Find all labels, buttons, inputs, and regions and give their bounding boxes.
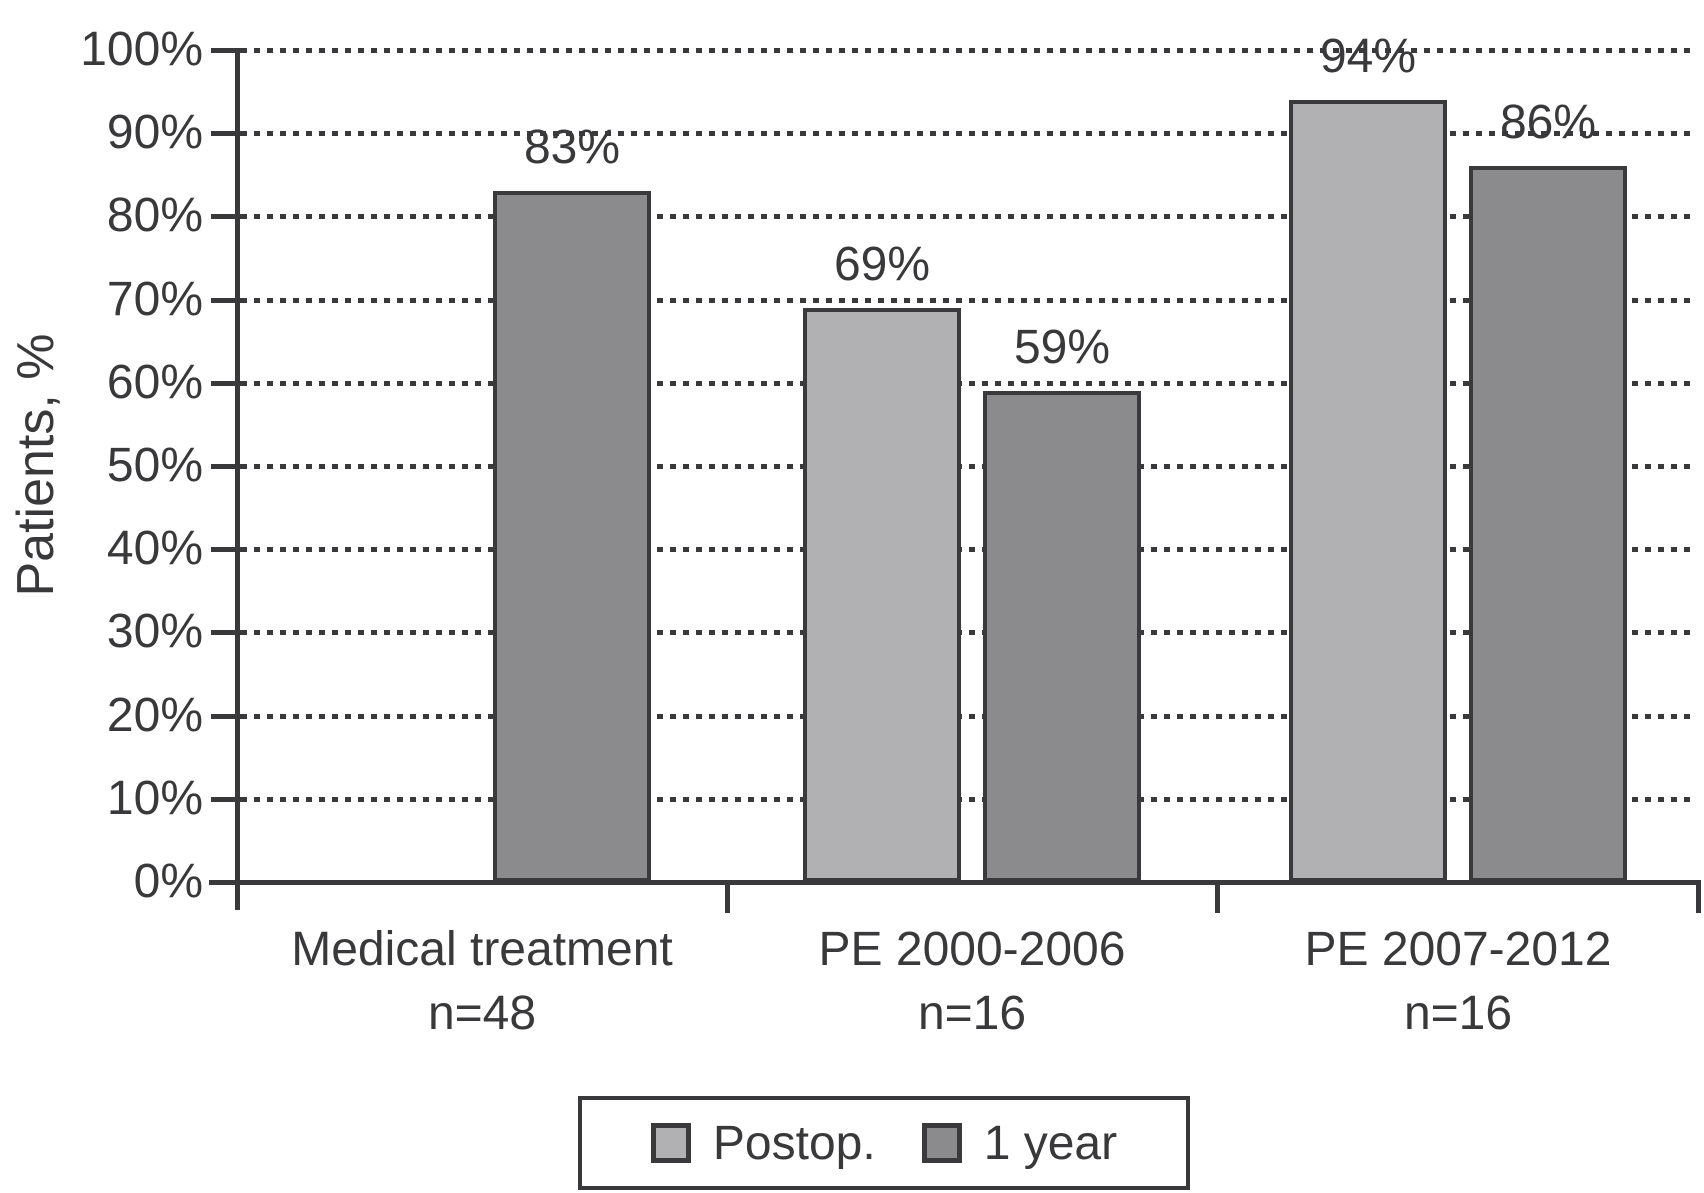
gridline-90 (241, 131, 1695, 136)
y-tick-40 (211, 547, 241, 552)
legend: Postop. 1 year (578, 1096, 1190, 1190)
y-tick-label-70: 70% (106, 273, 203, 326)
x-category-n: n=48 (427, 987, 537, 1040)
gridline-100 (241, 48, 1695, 53)
bar-value-label-postop-pe-2000-2006: 69% (833, 238, 931, 291)
y-tick-50 (211, 464, 241, 469)
legend-swatch-1-year-icon (921, 1123, 962, 1163)
y-tick-30 (211, 630, 241, 635)
gridline-20 (241, 714, 1695, 719)
y-tick-70 (211, 298, 241, 303)
x-axis-tick-1 (725, 880, 730, 913)
y-tick-10 (211, 797, 241, 802)
y-tick-label-60: 60% (106, 356, 203, 409)
y-tick-label-0: 0% (133, 855, 203, 908)
legend-swatch-postop-icon (650, 1123, 691, 1163)
y-tick-label-80: 80% (106, 189, 203, 242)
y-tick-label-40: 40% (106, 522, 203, 575)
bar-postop-pe-2007-2012 (1289, 100, 1447, 882)
y-tick-20 (211, 714, 241, 719)
y-tick-label-20: 20% (106, 689, 203, 742)
x-category-label-pe-2000-2006: PE 2000-2006 n=16 (672, 918, 1272, 1046)
x-category-name: Medical treatment (291, 923, 673, 976)
bar-postop-pe-2000-2006 (803, 308, 961, 882)
x-category-n: n=16 (917, 987, 1027, 1040)
gridline-50 (241, 464, 1695, 469)
y-tick-label-90: 90% (106, 106, 203, 159)
legend-item-postop: Postop. (650, 1116, 876, 1171)
x-category-name: PE 2007-2012 (1304, 923, 1612, 976)
y-tick-60 (211, 381, 241, 386)
x-category-label-medical-treatment: Medical treatment n=48 (182, 918, 782, 1046)
gridline-70 (241, 298, 1695, 303)
bar-value-label-1-year-pe-2000-2006: 59% (1013, 321, 1111, 374)
x-category-label-pe-2007-2012: PE 2007-2012 n=16 (1158, 918, 1704, 1046)
y-axis-line (235, 50, 240, 910)
gridline-10 (241, 797, 1695, 802)
y-tick-80 (211, 214, 241, 219)
legend-label-1-year: 1 year (983, 1116, 1118, 1170)
gridline-40 (241, 547, 1695, 552)
bar-1-year-pe-2000-2006 (983, 391, 1141, 882)
gridline-60 (241, 381, 1695, 386)
y-tick-label-30: 30% (106, 605, 203, 658)
y-tick-100 (211, 48, 241, 53)
x-category-n: n=16 (1403, 987, 1513, 1040)
bar-value-label-1-year-pe-2007-2012: 86% (1499, 96, 1597, 149)
bar-1-year-medical-treatment (493, 191, 651, 882)
y-tick-label-100: 100% (80, 23, 203, 76)
x-category-name: PE 2000-2006 (818, 923, 1126, 976)
x-axis-tick-3 (1696, 880, 1701, 913)
y-tick-label-10: 10% (106, 772, 203, 825)
legend-label-postop: Postop. (712, 1116, 876, 1170)
bar-value-label-1-year-medical-treatment: 83% (523, 121, 621, 174)
y-tick-90 (211, 131, 241, 136)
bar-1-year-pe-2007-2012 (1469, 166, 1627, 882)
gridline-30 (241, 630, 1695, 635)
y-tick-label-50: 50% (106, 439, 203, 492)
legend-item-1-year: 1 year (921, 1116, 1118, 1171)
x-axis-line (209, 880, 1698, 885)
x-axis-tick-2 (1215, 880, 1220, 913)
bar-value-label-postop-pe-2007-2012: 94% (1319, 30, 1417, 83)
gridline-80 (241, 214, 1695, 219)
